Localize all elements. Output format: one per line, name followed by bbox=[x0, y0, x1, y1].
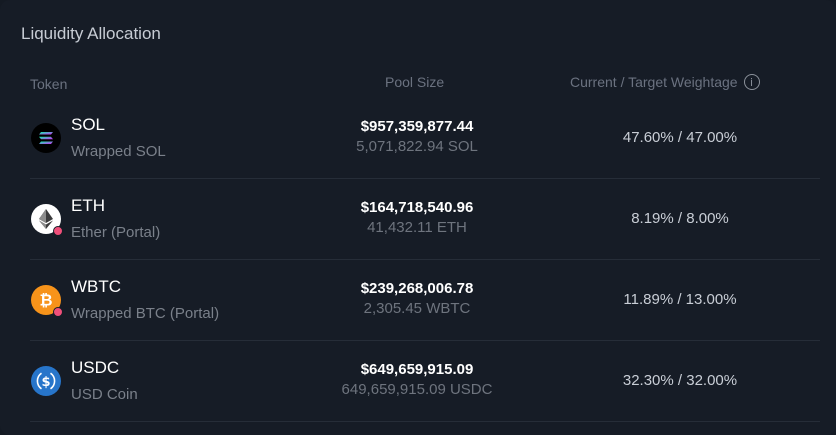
pool-size-cell: $957,359,877.44 5,071,822.94 SOL bbox=[302, 118, 532, 155]
pool-size-amount: 5,071,822.94 SOL bbox=[356, 138, 478, 155]
token-symbol: USDC bbox=[71, 358, 120, 377]
table-row[interactable]: $ USDC USD Coin $649,659,915.09 649,659,… bbox=[30, 341, 820, 422]
table-row[interactable]: ₿ WBTC Wrapped BTC (Portal) $239,268,006… bbox=[30, 260, 820, 341]
usdc-dollar-glyph: $ bbox=[41, 375, 50, 390]
portal-badge-icon bbox=[53, 307, 63, 317]
token-symbol: SOL bbox=[71, 115, 106, 134]
svg-text:₿: ₿ bbox=[39, 291, 52, 309]
info-icon[interactable]: i bbox=[743, 74, 760, 90]
table-header: Token Pool Size Current / Target Weighta… bbox=[30, 70, 820, 96]
token-name: USD Coin bbox=[71, 386, 138, 403]
weightage-value: 11.89% / 13.00% bbox=[623, 291, 737, 308]
pool-size-cell: $649,659,915.09 649,659,915.09 USDC bbox=[302, 361, 532, 398]
sol-icon bbox=[31, 123, 61, 153]
weightage-value: 8.19% / 8.00% bbox=[631, 210, 729, 227]
header-weightage: Current / Target Weightage i bbox=[570, 74, 760, 90]
weightage-value: 32.30% / 32.00% bbox=[622, 372, 738, 389]
pool-size-cell: $164,718,540.96 41,432.11 ETH bbox=[302, 199, 532, 236]
pool-size-cell: $239,268,006.78 2,305.45 WBTC bbox=[302, 280, 532, 317]
token-name: Wrapped SOL bbox=[71, 143, 166, 160]
pool-size-amount: 649,659,915.09 USDC bbox=[341, 381, 493, 398]
header-token: Token bbox=[30, 76, 68, 92]
usdc-icon: $ bbox=[31, 366, 61, 396]
pool-size-usd: $164,718,540.96 bbox=[360, 199, 474, 216]
table-row[interactable]: SOL Wrapped SOL $957,359,877.44 5,071,82… bbox=[30, 98, 820, 179]
pool-size-usd: $239,268,006.78 bbox=[360, 280, 474, 297]
pool-size-amount: 41,432.11 ETH bbox=[367, 219, 467, 236]
btc-icon: ₿ bbox=[31, 285, 63, 317]
token-symbol: WBTC bbox=[71, 277, 122, 296]
table-row[interactable]: ETH Ether (Portal) $164,718,540.96 41,43… bbox=[30, 179, 820, 260]
panel-title: Liquidity Allocation bbox=[21, 24, 161, 43]
pool-size-amount: 2,305.45 WBTC bbox=[363, 300, 471, 317]
header-weightage-label: Current / Target Weightage bbox=[570, 74, 738, 90]
portal-badge-icon bbox=[53, 226, 63, 236]
pool-size-usd: $649,659,915.09 bbox=[360, 361, 474, 378]
token-name: Ether (Portal) bbox=[71, 224, 161, 241]
weightage-value: 47.60% / 47.00% bbox=[622, 129, 738, 146]
token-table: SOL Wrapped SOL $957,359,877.44 5,071,82… bbox=[30, 98, 820, 422]
header-pool-size: Pool Size bbox=[385, 74, 445, 90]
token-name: Wrapped BTC (Portal) bbox=[71, 305, 220, 322]
token-symbol: ETH bbox=[71, 196, 105, 215]
eth-icon bbox=[31, 204, 63, 236]
pool-size-usd: $957,359,877.44 bbox=[360, 118, 474, 135]
